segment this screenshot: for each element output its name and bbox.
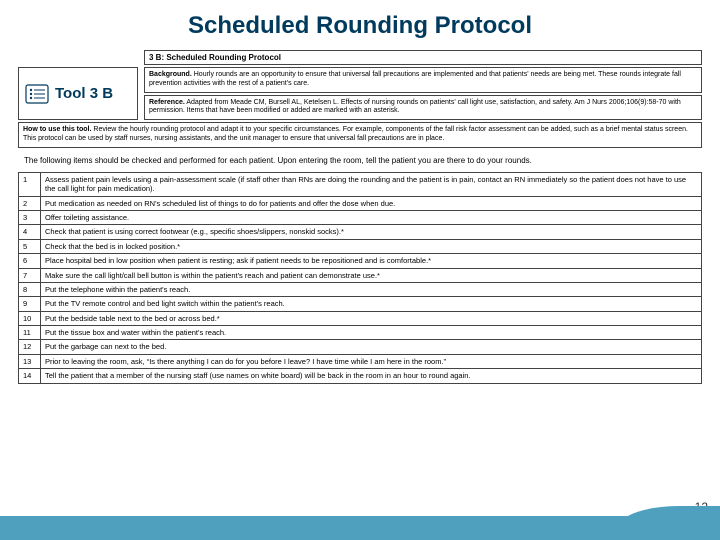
row-number: 11 xyxy=(19,326,41,340)
row-number: 14 xyxy=(19,369,41,383)
intro-text: The following items should be checked an… xyxy=(18,152,702,170)
table-row: 13Prior to leaving the room, ask, “Is th… xyxy=(19,354,702,368)
table-row: 8Put the telephone within the patient's … xyxy=(19,282,702,296)
row-number: 12 xyxy=(19,340,41,354)
reference-box: Reference. Adapted from Meade CM, Bursel… xyxy=(144,95,702,121)
row-text: Place hospital bed in low position when … xyxy=(41,254,702,268)
background-box: Background. Hourly rounds are an opportu… xyxy=(144,67,702,93)
table-row: 6Place hospital bed in low position when… xyxy=(19,254,702,268)
howto-text: Review the hourly rounding protocol and … xyxy=(23,126,688,142)
checklist-icon xyxy=(25,84,49,104)
table-row: 5Check that the bed is in locked positio… xyxy=(19,239,702,253)
row-number: 9 xyxy=(19,297,41,311)
row-text: Check that patient is using correct foot… xyxy=(41,225,702,239)
page-title: Scheduled Rounding Protocol xyxy=(0,0,720,50)
row-number: 13 xyxy=(19,354,41,368)
row-number: 5 xyxy=(19,239,41,253)
content-area: 3 B: Scheduled Rounding Protocol Tool 3 … xyxy=(0,50,720,384)
row-number: 8 xyxy=(19,282,41,296)
row-number: 1 xyxy=(19,172,41,196)
sub-heading: 3 B: Scheduled Rounding Protocol xyxy=(144,50,702,65)
table-row: 7Make sure the call light/call bell butt… xyxy=(19,268,702,282)
row-text: Put the telephone within the patient's r… xyxy=(41,282,702,296)
background-label: Background. xyxy=(149,71,192,78)
howto-box: How to use this tool. Review the hourly … xyxy=(18,122,702,148)
protocol-table: 1Assess patient pain levels using a pain… xyxy=(18,172,702,384)
table-row: 2Put medication as needed on RN's schedu… xyxy=(19,196,702,210)
reference-text: Adapted from Meade CM, Bursell AL, Ketel… xyxy=(149,99,681,115)
table-row: 10Put the bedside table next to the bed … xyxy=(19,311,702,325)
row-text: Tell the patient that a member of the nu… xyxy=(41,369,702,383)
table-row: 4Check that patient is using correct foo… xyxy=(19,225,702,239)
table-row: 9Put the TV remote control and bed light… xyxy=(19,297,702,311)
row-text: Make sure the call light/call bell butto… xyxy=(41,268,702,282)
row-number: 7 xyxy=(19,268,41,282)
howto-label: How to use this tool. xyxy=(23,126,91,133)
row-text: Put medication as needed on RN's schedul… xyxy=(41,196,702,210)
row-text: Put the TV remote control and bed light … xyxy=(41,297,702,311)
table-row: 14Tell the patient that a member of the … xyxy=(19,369,702,383)
row-text: Put the garbage can next to the bed. xyxy=(41,340,702,354)
row-text: Prior to leaving the room, ask, “Is ther… xyxy=(41,354,702,368)
row-number: 4 xyxy=(19,225,41,239)
table-row: 1Assess patient pain levels using a pain… xyxy=(19,172,702,196)
row-text: Check that the bed is in locked position… xyxy=(41,239,702,253)
background-text: Hourly rounds are an opportunity to ensu… xyxy=(149,71,681,87)
row-number: 3 xyxy=(19,211,41,225)
footer-curve xyxy=(620,506,720,540)
tool-badge: Tool 3 B xyxy=(18,67,138,120)
row-text: Put the tissue box and water within the … xyxy=(41,326,702,340)
footer-bar xyxy=(0,516,720,540)
table-row: 11Put the tissue box and water within th… xyxy=(19,326,702,340)
tool-label: Tool 3 B xyxy=(55,85,113,102)
row-text: Assess patient pain levels using a pain-… xyxy=(41,172,702,196)
row-text: Offer toileting assistance. xyxy=(41,211,702,225)
row-number: 2 xyxy=(19,196,41,210)
row-number: 10 xyxy=(19,311,41,325)
row-text: Put the bedside table next to the bed or… xyxy=(41,311,702,325)
table-row: 12Put the garbage can next to the bed. xyxy=(19,340,702,354)
reference-label: Reference. xyxy=(149,99,185,106)
table-row: 3Offer toileting assistance. xyxy=(19,211,702,225)
row-number: 6 xyxy=(19,254,41,268)
